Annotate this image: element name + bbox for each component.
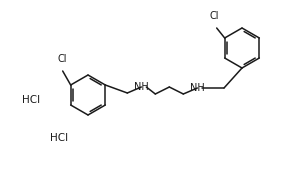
Text: Cl: Cl <box>210 11 219 21</box>
Text: HCl: HCl <box>50 133 68 143</box>
Text: NH: NH <box>134 82 149 92</box>
Text: Cl: Cl <box>58 54 67 64</box>
Text: NH: NH <box>190 83 205 93</box>
Text: HCl: HCl <box>22 95 40 105</box>
